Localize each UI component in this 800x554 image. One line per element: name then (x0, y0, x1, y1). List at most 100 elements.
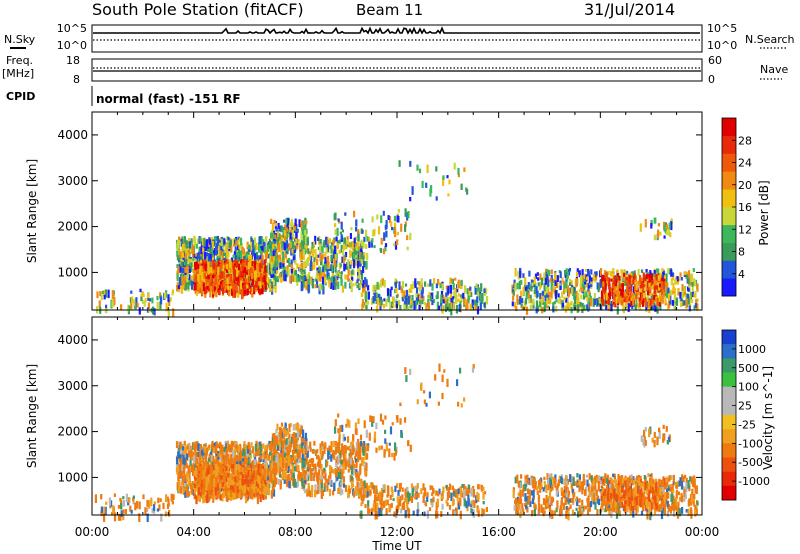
echo-cell (229, 285, 232, 294)
echo-cell (632, 279, 635, 285)
echo-cell (316, 270, 319, 280)
echo-cell (401, 280, 404, 288)
echo-cell (130, 300, 133, 310)
echo-cell (309, 264, 312, 272)
echo-cell (199, 261, 202, 267)
echo-cell (191, 481, 194, 485)
echo-cell (317, 273, 320, 278)
echo-cell (242, 248, 245, 256)
echo-cell (394, 241, 398, 250)
echo-cell (407, 211, 410, 219)
echo-cell (205, 245, 208, 252)
echo-cell (249, 464, 253, 473)
echo-cell (194, 467, 197, 473)
echo-cell (512, 289, 515, 293)
echo-cell (371, 216, 374, 223)
echo-cell (595, 271, 598, 276)
echo-cell (183, 260, 186, 266)
echo-cell (569, 287, 572, 294)
colorbar-swatch (722, 207, 736, 226)
echo-cell (368, 241, 371, 248)
echo-cell (225, 248, 229, 256)
echo-cell (690, 273, 693, 282)
echo-cell (186, 273, 189, 279)
echo-cell (268, 443, 271, 451)
echo-cell (186, 257, 189, 264)
echo-cell (133, 304, 136, 309)
echo-cell (399, 305, 402, 310)
echo-cell (409, 196, 412, 202)
echo-cell (264, 494, 267, 500)
echo-cell (616, 282, 619, 287)
echo-cell (235, 468, 238, 478)
echo-cell (628, 296, 631, 301)
echo-cell (269, 258, 272, 266)
echo-cell (406, 212, 409, 221)
echo-cell (231, 263, 234, 268)
echo-cell (99, 291, 102, 297)
echo-cell (353, 237, 356, 244)
echo-cell (206, 467, 209, 477)
echo-cell (263, 487, 266, 496)
echo-cell (183, 458, 186, 466)
echo-cell (264, 459, 267, 468)
echo-cell (543, 282, 546, 291)
echo-cell (282, 263, 285, 268)
echo-cell (528, 270, 531, 277)
echo-cell (270, 256, 273, 265)
echo-cell (380, 237, 383, 245)
echo-cell (290, 268, 293, 274)
echo-cell (677, 287, 680, 293)
echo-cell (370, 239, 373, 248)
beam-title: Beam 11 (356, 1, 423, 19)
echo-cell (648, 274, 651, 283)
echo-cell (670, 269, 673, 277)
echo-cell (129, 297, 132, 303)
echo-cell (656, 298, 659, 306)
echo-cell (221, 472, 225, 481)
echo-cell (194, 449, 197, 455)
y-tick-label: 3000 (57, 174, 88, 188)
echo-cell (294, 269, 298, 277)
echo-cell (177, 285, 180, 290)
echo-cell (287, 233, 290, 238)
echo-cell (405, 289, 409, 297)
echo-cell (339, 239, 342, 244)
echo-cell (614, 282, 617, 287)
echo-cell (636, 288, 639, 296)
echo-cell (198, 284, 201, 289)
echo-cell (365, 279, 368, 288)
echo-cell (248, 487, 251, 497)
echo-cell (367, 291, 370, 300)
echo-cell (236, 486, 239, 493)
echo-cell (217, 248, 220, 257)
echo-cell (193, 266, 196, 275)
echo-cell (252, 239, 255, 248)
echo-cell (582, 287, 586, 295)
echo-cell (562, 288, 566, 295)
echo-cell (224, 242, 227, 252)
echo-cell (607, 270, 610, 275)
echo-cell (664, 222, 668, 227)
echo-cell (665, 231, 668, 235)
echo-cell (668, 268, 671, 275)
echo-cell (298, 276, 301, 282)
echo-cell (205, 289, 208, 294)
echo-cell (253, 237, 257, 246)
echo-cell (336, 227, 339, 236)
echo-cell (200, 289, 203, 294)
echo-cell (235, 455, 238, 462)
echo-cell (360, 248, 363, 253)
echo-cell (529, 294, 532, 304)
echo-cell (220, 475, 223, 479)
echo-cell (283, 272, 286, 281)
echo-cell (421, 300, 424, 305)
echo-cell (360, 273, 364, 281)
echo-cell (222, 479, 225, 485)
echo-cell (186, 280, 189, 285)
echo-cell (302, 249, 305, 257)
echo-cell (348, 242, 351, 248)
echo-cell (215, 282, 218, 289)
echo-cell (250, 268, 253, 273)
